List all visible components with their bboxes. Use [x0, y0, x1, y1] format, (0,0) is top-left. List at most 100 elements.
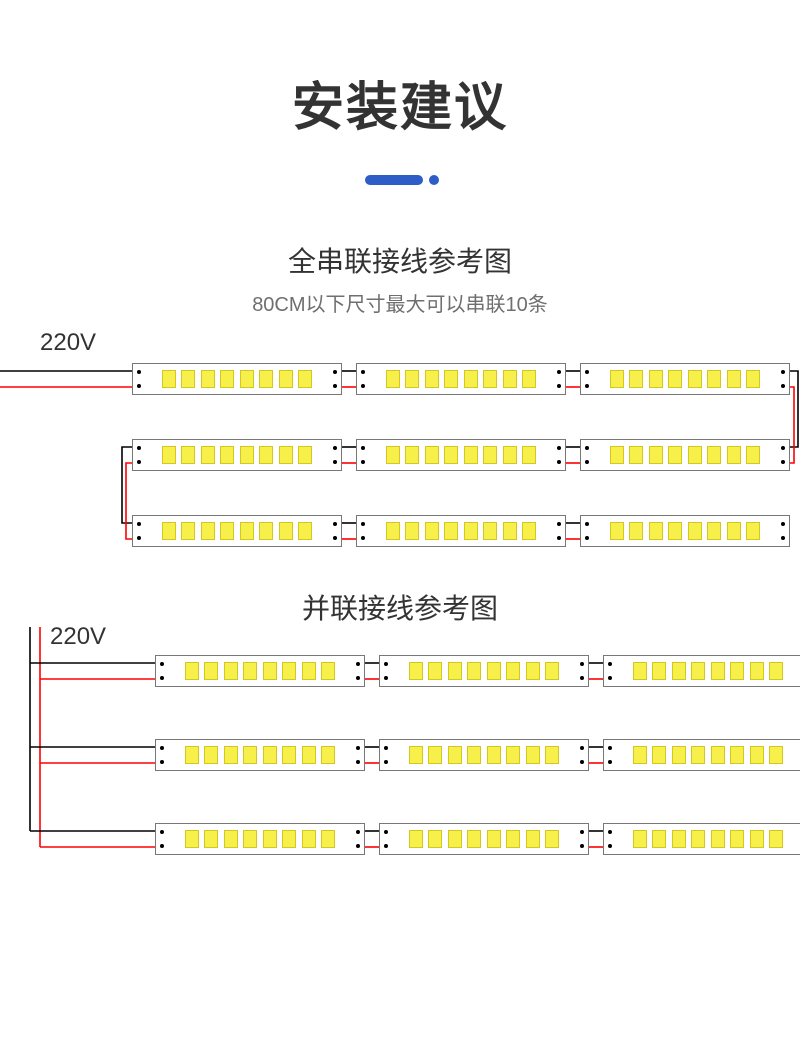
led-chip: [444, 446, 458, 464]
led-chip: [649, 446, 663, 464]
led-chip: [633, 746, 647, 764]
led-chip: [224, 746, 238, 764]
accent-line: [365, 175, 423, 185]
led-chip: [409, 830, 423, 848]
series-diagram: 220V: [0, 335, 800, 565]
led-chip: [610, 370, 624, 388]
led-chip: [204, 662, 218, 680]
led-chip: [448, 746, 462, 764]
led-chip: [185, 662, 199, 680]
led-chip: [526, 830, 540, 848]
led-chip: [405, 370, 419, 388]
led-chip: [302, 662, 316, 680]
led-chip: [181, 370, 195, 388]
led-strip: [580, 515, 790, 547]
accent-bar: [365, 175, 435, 185]
led-chip: [282, 830, 296, 848]
led-chip: [321, 662, 335, 680]
led-chip: [444, 370, 458, 388]
led-chip: [302, 746, 316, 764]
led-chip: [526, 746, 540, 764]
led-chip: [467, 662, 481, 680]
led-chip: [652, 830, 666, 848]
led-chip: [282, 746, 296, 764]
led-chip: [769, 662, 783, 680]
led-chip: [220, 370, 234, 388]
led-strip: [379, 655, 589, 687]
led-chip: [279, 446, 293, 464]
led-strip: [379, 823, 589, 855]
led-chip: [185, 830, 199, 848]
led-chip: [467, 746, 481, 764]
led-chip: [633, 830, 647, 848]
led-chip: [425, 522, 439, 540]
led-chip: [711, 662, 725, 680]
led-chip: [425, 370, 439, 388]
led-chip: [181, 522, 195, 540]
led-chip: [240, 446, 254, 464]
led-chip: [707, 370, 721, 388]
led-strip: [603, 739, 800, 771]
led-chip: [409, 662, 423, 680]
led-chip: [730, 746, 744, 764]
led-strip: [132, 439, 342, 471]
led-chip: [711, 746, 725, 764]
led-chip: [672, 830, 686, 848]
accent-dot: [429, 175, 439, 185]
led-chip: [263, 746, 277, 764]
led-chip: [688, 522, 702, 540]
led-chip: [652, 746, 666, 764]
led-chip: [282, 662, 296, 680]
led-chip: [750, 746, 764, 764]
led-chip: [386, 522, 400, 540]
led-chip: [727, 446, 741, 464]
led-chip: [610, 522, 624, 540]
page-title: 安装建议: [0, 65, 800, 140]
led-strip: [155, 655, 365, 687]
series-subtitle: 80CM以下尺寸最大可以串联10条: [0, 288, 800, 317]
led-chip: [448, 662, 462, 680]
led-chip: [428, 662, 442, 680]
led-chip: [688, 370, 702, 388]
led-chip: [629, 370, 643, 388]
led-chip: [522, 522, 536, 540]
led-chip: [503, 446, 517, 464]
led-chip: [652, 662, 666, 680]
led-chip: [727, 522, 741, 540]
led-chip: [769, 746, 783, 764]
led-chip: [243, 830, 257, 848]
led-chip: [240, 370, 254, 388]
led-chip: [691, 830, 705, 848]
led-chip: [220, 446, 234, 464]
led-chip: [204, 830, 218, 848]
led-chip: [545, 662, 559, 680]
led-chip: [730, 830, 744, 848]
led-chip: [224, 830, 238, 848]
led-chip: [464, 370, 478, 388]
led-chip: [428, 746, 442, 764]
led-strip: [132, 363, 342, 395]
led-chip: [545, 830, 559, 848]
led-chip: [263, 662, 277, 680]
led-chip: [302, 830, 316, 848]
led-chip: [668, 522, 682, 540]
led-strip: [603, 823, 800, 855]
led-chip: [750, 662, 764, 680]
led-chip: [526, 662, 540, 680]
led-chip: [204, 746, 218, 764]
led-chip: [746, 446, 760, 464]
led-chip: [201, 370, 215, 388]
led-strip: [356, 515, 566, 547]
led-chip: [750, 830, 764, 848]
led-chip: [730, 662, 744, 680]
led-chip: [405, 446, 419, 464]
led-strip: [580, 439, 790, 471]
led-chip: [672, 662, 686, 680]
led-strip: [603, 655, 800, 687]
led-chip: [691, 662, 705, 680]
led-strip: [580, 363, 790, 395]
led-chip: [224, 662, 238, 680]
led-chip: [707, 522, 721, 540]
led-chip: [321, 830, 335, 848]
led-chip: [503, 370, 517, 388]
